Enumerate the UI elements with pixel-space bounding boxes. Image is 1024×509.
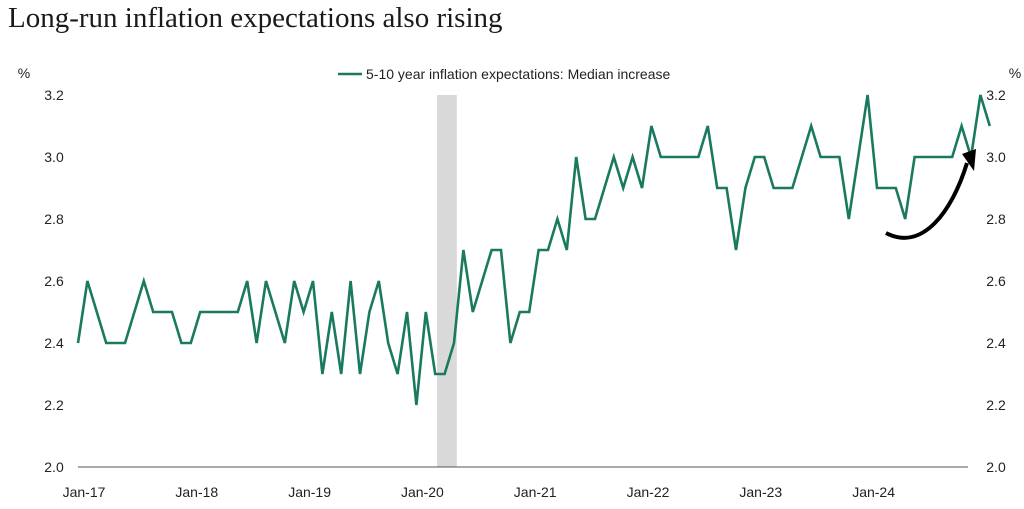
y-unit-left: %	[18, 65, 30, 81]
x-tick-Jan-21: Jan-21	[514, 484, 557, 500]
y-tick-left-3.0: 3.0	[44, 149, 64, 165]
y-tick-left-2.0: 2.0	[44, 459, 64, 475]
x-tick-Jan-24: Jan-24	[852, 484, 895, 500]
series-line	[76, 94, 992, 406]
y-tick-left-2.4: 2.4	[44, 335, 64, 351]
y-tick-right-3.0: 3.0	[986, 149, 1006, 165]
x-tick-Jan-20: Jan-20	[401, 484, 444, 500]
y-tick-left-2.6: 2.6	[44, 273, 64, 289]
shaded-period	[437, 95, 457, 467]
y-tick-right-2.0: 2.0	[986, 459, 1006, 475]
x-tick-Jan-19: Jan-19	[288, 484, 331, 500]
legend-label: 5-10 year inflation expectations: Median…	[366, 66, 671, 82]
y-tick-left-2.8: 2.8	[44, 211, 64, 227]
y-tick-right-2.2: 2.2	[986, 397, 1006, 413]
y-unit-right: %	[1009, 65, 1021, 81]
x-tick-Jan-18: Jan-18	[175, 484, 218, 500]
y-tick-right-2.4: 2.4	[986, 335, 1006, 351]
chart-title: Long-run inflation expectations also ris…	[8, 2, 503, 34]
x-tick-Jan-22: Jan-22	[627, 484, 670, 500]
annotation-arrowhead	[962, 149, 976, 171]
y-tick-right-2.8: 2.8	[986, 211, 1006, 227]
x-tick-Jan-23: Jan-23	[739, 484, 782, 500]
y-tick-left-3.2: 3.2	[44, 87, 64, 103]
annotation-arrow	[885, 162, 969, 240]
y-tick-left-2.2: 2.2	[44, 397, 64, 413]
y-tick-right-2.6: 2.6	[986, 273, 1006, 289]
x-tick-Jan-17: Jan-17	[63, 484, 106, 500]
y-tick-right-3.2: 3.2	[986, 87, 1006, 103]
